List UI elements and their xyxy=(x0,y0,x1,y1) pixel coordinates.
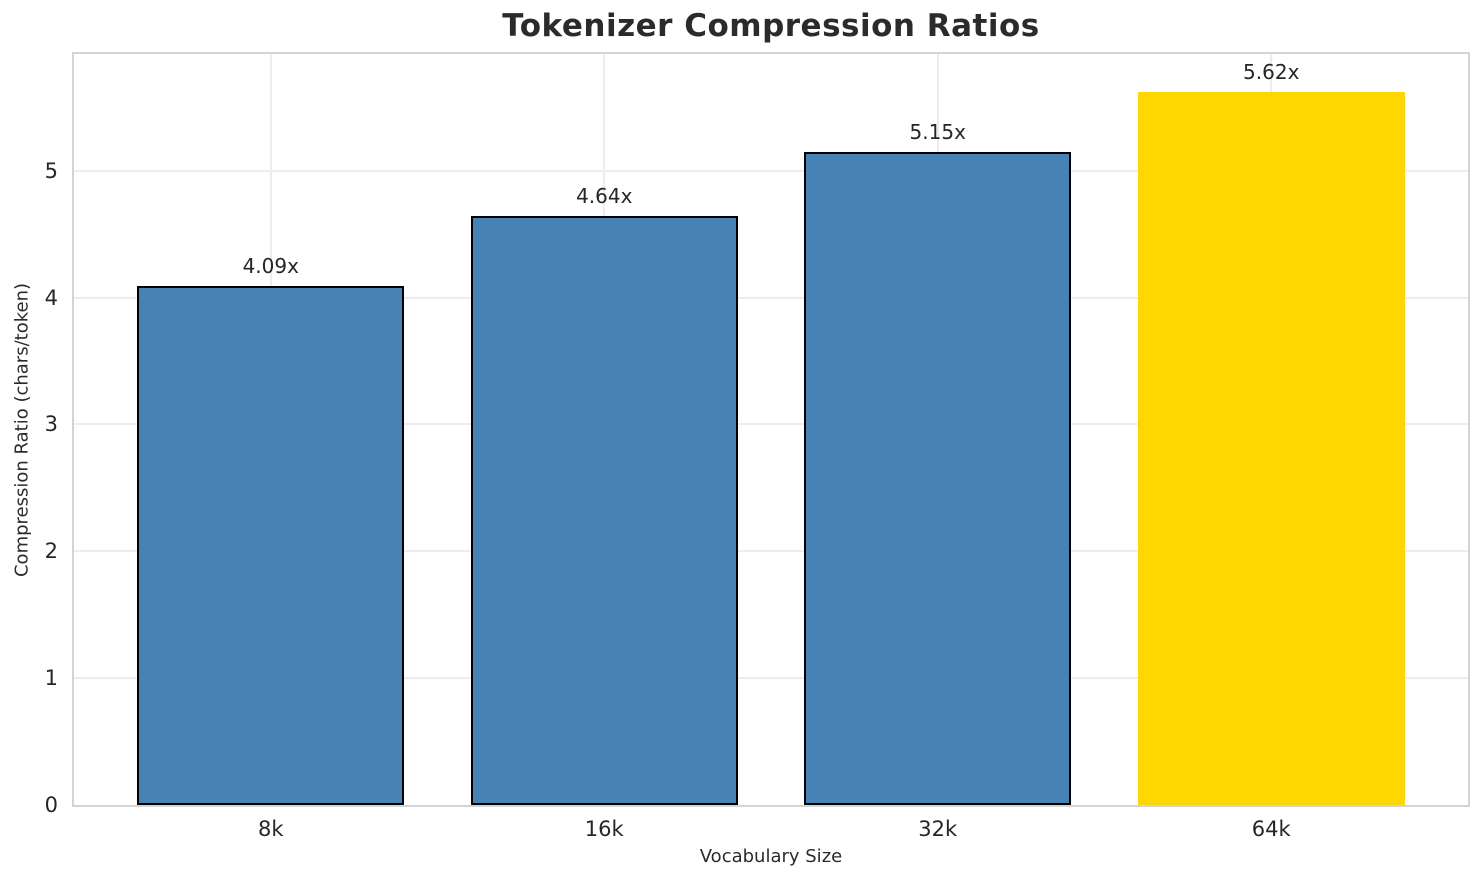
bar-16k xyxy=(470,216,738,805)
bar-8k xyxy=(137,286,405,805)
bar-64k xyxy=(1137,92,1405,805)
y-tick-label: 0 xyxy=(44,793,58,817)
gridline-h xyxy=(74,677,1468,680)
x-tick-label: 64k xyxy=(1251,817,1291,841)
x-tick-label: 16k xyxy=(584,817,624,841)
chart-title: Tokenizer Compression Ratios xyxy=(502,8,1040,44)
gridline-h xyxy=(74,423,1468,426)
y-tick-label: 5 xyxy=(44,158,58,183)
bar-32k xyxy=(804,151,1072,805)
y-tick-label: 3 xyxy=(44,412,58,437)
x-tick-label: 32k xyxy=(918,817,958,841)
bar-value-label: 5.62x xyxy=(1243,60,1300,85)
x-tick-label: 8k xyxy=(257,817,284,841)
y-tick-label: 4 xyxy=(44,285,58,310)
gridline-h xyxy=(74,169,1468,172)
gridline-h xyxy=(74,550,1468,553)
bar-value-label: 4.09x xyxy=(242,254,299,279)
bar-value-label: 4.64x xyxy=(576,184,633,209)
gridline-h xyxy=(74,296,1468,299)
bars-layer: 4.09x 4.64x 5.15x 5.62x xyxy=(74,54,1468,805)
y-tick-label: 2 xyxy=(44,539,58,564)
bar-value-label: 5.15x xyxy=(909,119,966,144)
plot-area: 4.09x 4.64x 5.15x 5.62x xyxy=(72,52,1470,807)
x-axis-label: Vocabulary Size xyxy=(699,846,843,867)
y-tick-label: 1 xyxy=(44,666,58,691)
